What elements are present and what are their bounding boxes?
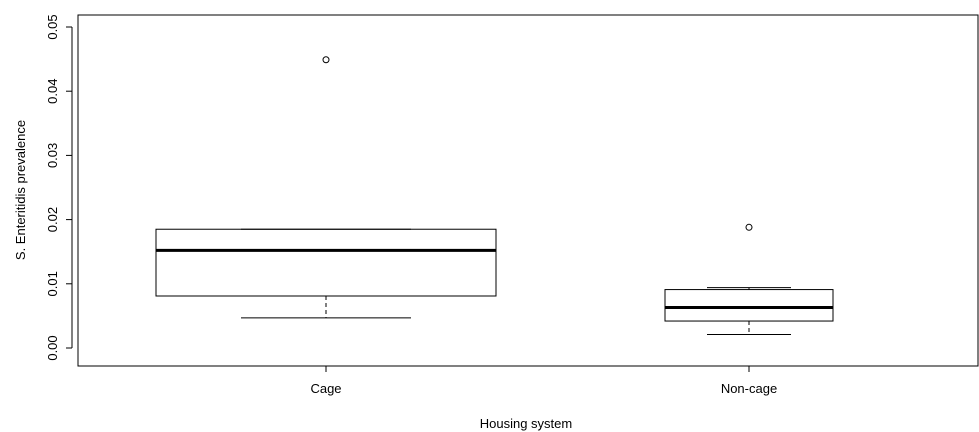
y-tick-label: 0.01 (45, 271, 60, 296)
box-series (155, 56, 834, 336)
y-axis: 0.00 0.01 0.02 0.03 0.04 0.05 (45, 14, 73, 361)
iqr-box (664, 289, 834, 322)
outlier-point (745, 223, 753, 231)
plot-frame (77, 14, 979, 367)
iqr-box (155, 228, 497, 297)
x-axis: Cage Non-cage (310, 365, 777, 396)
y-tick-label: 0.04 (45, 79, 60, 104)
x-tick-label: Cage (310, 381, 341, 396)
box-non-cage (664, 223, 834, 336)
box-cage (155, 56, 497, 319)
y-tick-label: 0.03 (45, 143, 60, 168)
x-axis-label: Housing system (480, 416, 572, 431)
y-tick-label: 0.05 (45, 14, 60, 39)
y-tick-label: 0.00 (45, 335, 60, 360)
x-tick-label: Non-cage (721, 381, 777, 396)
y-axis-label: S. Enteritidis prevalence (13, 120, 28, 260)
outlier-point (322, 56, 330, 64)
y-tick-label: 0.02 (45, 207, 60, 232)
